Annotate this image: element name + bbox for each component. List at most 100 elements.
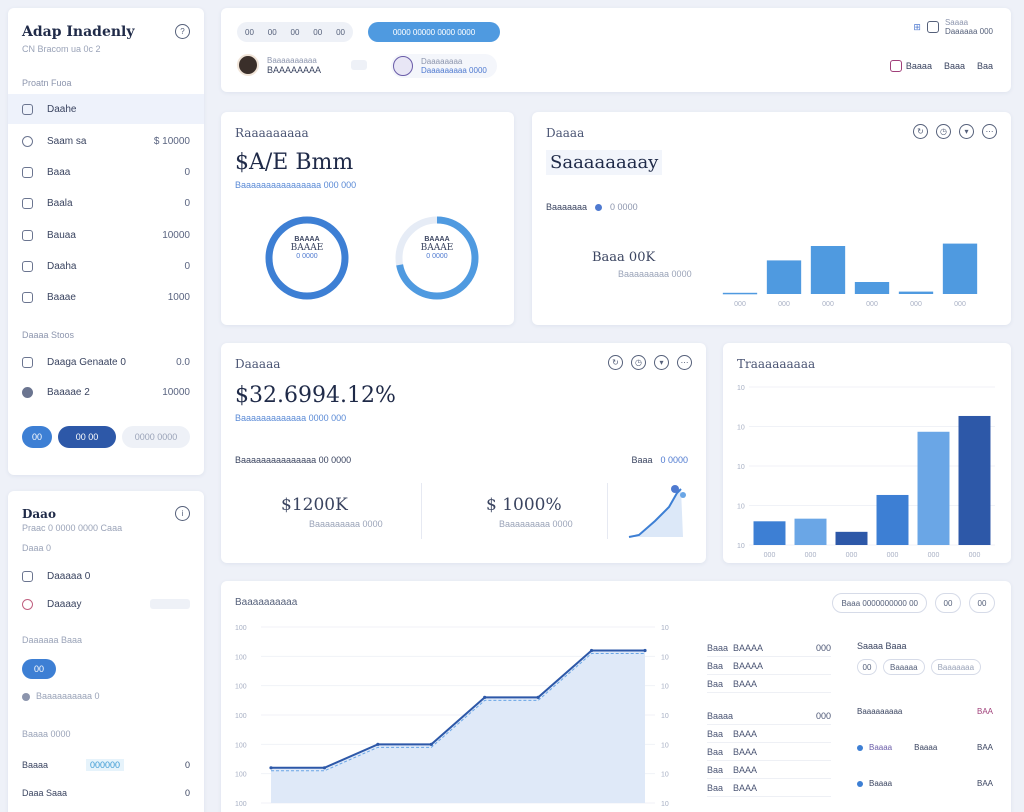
sidebar-item-extra-1[interactable]: Baaaae 2 10000	[8, 377, 204, 407]
filter-icon[interactable]: ▾	[654, 355, 669, 370]
sidebar-item-6[interactable]: Baaae 1000	[8, 282, 204, 312]
panel-row[interactable]: Baaaa BAA	[857, 779, 993, 788]
table-row[interactable]: Baaa BAAAA 000	[707, 639, 831, 657]
bar-1[interactable]	[766, 260, 802, 294]
tick-label: 10	[737, 464, 745, 471]
sidebar-item-label: Bauaa	[47, 229, 76, 241]
table-row[interactable]: Baa BAAA	[707, 725, 831, 743]
table-row[interactable]: Baa BAAA	[707, 761, 831, 779]
ghost-button[interactable]: 0000 0000	[122, 426, 190, 448]
balance-card: Daaaaa ↻ ◷ ▾ ⋯ $32.6994.12% Baaaaaaaaaaa…	[221, 343, 706, 563]
bar-2[interactable]	[810, 246, 846, 294]
trend-sparkline	[628, 485, 686, 538]
panel-row[interactable]: Baaaa Baaaa BAA	[857, 743, 993, 752]
action-item[interactable]: Baa	[976, 61, 993, 71]
donut-label: BAAAA BAAAE 0 0000	[420, 236, 454, 260]
bar-1[interactable]	[794, 518, 827, 545]
point-3[interactable]	[429, 742, 433, 746]
secondary-button[interactable]: 00 00	[58, 426, 116, 448]
chip[interactable]: 00	[857, 659, 877, 675]
info-icon[interactable]: ?	[175, 24, 190, 39]
panel-row-value: 0	[184, 760, 190, 770]
bar-2[interactable]	[835, 531, 868, 545]
refresh-icon[interactable]: ↻	[608, 355, 623, 370]
panel-link[interactable]: Baaaaaaaaaa 0	[22, 691, 100, 701]
sidebar-item-extra-0[interactable]: Daaga Genaate 0 0.0	[8, 347, 204, 377]
toolbar-tab[interactable]: 00	[336, 27, 345, 37]
area-line-secondary	[271, 652, 645, 772]
table-row[interactable]: Baa BAAA	[707, 743, 831, 761]
transactions-bar-chart: 10 10 10 10 10 000 000 000 000 000 000	[737, 385, 995, 559]
action-item[interactable]: Baaaa	[889, 60, 932, 72]
user-chip[interactable]: Daaaaaaaa Daaaaaaaaa 0000	[391, 54, 497, 78]
balance-footer-left: Baaaaaaaaaaaaaaa 00 0000	[235, 455, 352, 465]
point-2[interactable]	[376, 742, 380, 746]
panel-row[interactable]: Daaa Saaa 0	[22, 788, 190, 798]
bar-5[interactable]	[958, 415, 991, 545]
clock-icon[interactable]: ◷	[631, 355, 646, 370]
point-0[interactable]	[269, 766, 273, 770]
sidebar-item-value: 0	[184, 197, 190, 209]
point-7[interactable]	[643, 648, 647, 653]
donut-arc-0	[265, 216, 349, 300]
sidebar-item-0[interactable]: Daahe	[8, 94, 204, 124]
date-filter[interactable]: Baaa 0000000000 00	[832, 593, 927, 613]
bar-3[interactable]	[854, 282, 890, 294]
sidebar-main: Adap Inadenly CN Bracom ua 0c 2 ? Proatn…	[8, 8, 204, 475]
table-row[interactable]: Baaaa 000	[707, 707, 831, 725]
chip[interactable]: Baaaaaaa	[930, 659, 982, 675]
bar-4[interactable]	[917, 431, 950, 545]
more-icon[interactable]: ⋯	[982, 124, 997, 139]
search-button[interactable]: 0000 00000 0000 0000	[368, 22, 500, 42]
sidebar-item-5[interactable]: Daaha 0	[8, 251, 204, 281]
summary-card: Daaaa ↻ ◷ ▾ ⋯ Saaaaaaaay Baaaaaaa 0 0000…	[532, 112, 1011, 325]
sidebar-item-1[interactable]: Saam sa $ 10000	[8, 126, 204, 156]
action-item[interactable]: Baaa	[943, 61, 965, 71]
progress-bar	[150, 599, 190, 609]
point-1[interactable]	[322, 766, 327, 770]
refresh-icon[interactable]: ↻	[913, 124, 928, 139]
clock-icon[interactable]: ◷	[936, 124, 951, 139]
clock-icon	[22, 598, 33, 610]
bar-5[interactable]	[942, 243, 978, 294]
notifications[interactable]: ⊞ Saaaa Daaaaaa 000	[913, 18, 993, 36]
table-row[interactable]: Baa BAAA	[707, 675, 831, 693]
more-icon[interactable]: ⋯	[677, 355, 692, 370]
toolbar-tab[interactable]: 00	[267, 27, 277, 37]
point-6[interactable]	[589, 648, 594, 653]
bar-4[interactable]	[898, 291, 934, 294]
bar-3[interactable]	[876, 494, 909, 545]
panel-action-button[interactable]: 00	[22, 659, 56, 679]
x-tick-0: 000	[764, 552, 776, 559]
panel-row[interactable]: Baaaa 000000 0	[22, 759, 190, 771]
panel-subtitle: Praac 0 0000 0000 Caaa	[22, 523, 123, 533]
chip[interactable]: Baaaaa	[883, 659, 925, 675]
x-tick-2: 000	[846, 552, 858, 559]
panel-item-1[interactable]: Daaaay	[8, 589, 204, 619]
panel-item-0[interactable]: Daaaaa 0	[8, 561, 204, 591]
bar-0[interactable]	[722, 292, 758, 295]
user-chip[interactable]: Baaaaaaaaaa BAAAAAAAA	[237, 54, 368, 76]
filter-icon[interactable]: ▾	[959, 124, 974, 139]
panel-row-value: 0	[184, 788, 190, 798]
sidebar-item-2[interactable]: Baaa 0	[8, 157, 204, 187]
primary-button[interactable]: 00	[22, 426, 52, 448]
info-icon[interactable]: i	[175, 506, 190, 521]
table-row[interactable]: Baa BAAA	[707, 779, 831, 797]
point-5[interactable]	[536, 695, 540, 699]
panel-item-label: Daaaay	[47, 598, 82, 610]
sidebar-item-value: 10000	[162, 229, 190, 241]
toolbar-tab[interactable]: 00	[313, 27, 323, 37]
point-4[interactable]	[483, 695, 487, 699]
toolbar-button[interactable]: 00	[935, 593, 961, 613]
card-title: Raaaaaaaaa	[235, 126, 309, 140]
bar-0[interactable]	[753, 521, 786, 545]
toolbar-button[interactable]: 00	[969, 593, 995, 613]
sidebar-item-4[interactable]: Bauaa 10000	[8, 220, 204, 250]
sidebar-item-3[interactable]: Baala 0	[8, 188, 204, 218]
toolbar-tab[interactable]: 00	[290, 27, 300, 37]
table-row[interactable]: Baa BAAAA	[707, 657, 831, 675]
toolbar-tab[interactable]: 00	[245, 27, 254, 37]
panel-small-label: Daaa 0	[22, 543, 52, 553]
card-title: Baaaaaaaaaa	[235, 597, 298, 608]
